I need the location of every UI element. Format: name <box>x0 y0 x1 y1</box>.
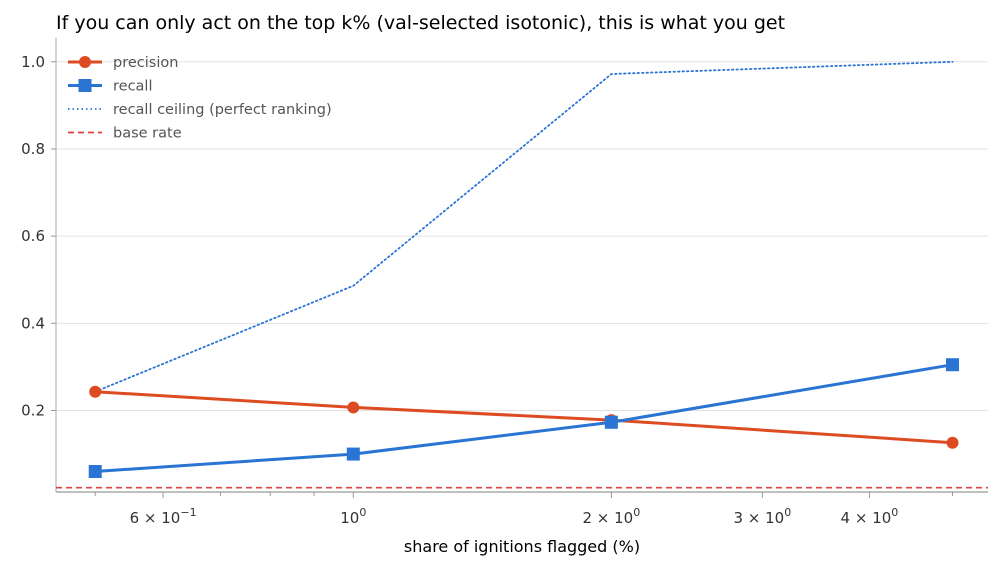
legend-label: recall <box>113 79 152 95</box>
recall-point <box>604 415 618 429</box>
x-tick-label: 6 × 10−1 <box>130 506 197 527</box>
legend-label: base rate <box>113 126 182 142</box>
recall-point <box>88 465 102 479</box>
y-tick-label: 0.8 <box>21 140 45 158</box>
recall-point <box>946 358 960 372</box>
legend-marker <box>78 79 92 92</box>
legend-marker <box>79 56 91 68</box>
precision-point <box>347 401 360 414</box>
y-tick-label: 0.4 <box>21 314 45 332</box>
x-tick-label: 100 <box>340 506 366 527</box>
axes: 1.0 0.8 0.6 0.4 0.2 6 × 10−1 100 2 × 100 3 × 100… <box>21 38 988 527</box>
legend-label: precision <box>113 55 178 71</box>
y-tick-label: 0.2 <box>21 401 45 419</box>
x-tick-label: 4 × 100 <box>841 506 899 527</box>
chart-title: If you can only act on the top k% (val-s… <box>56 12 785 34</box>
series-line-precision <box>95 390 953 445</box>
legend: precision recall recall ceiling (perfect r… <box>68 55 332 142</box>
precision-point <box>946 436 959 449</box>
y-tick-label: 1.0 <box>21 53 45 71</box>
x-tick-label: 3 × 100 <box>733 506 791 527</box>
series-line-recall-ceiling <box>94 60 954 393</box>
recall-point <box>346 447 360 461</box>
y-tick-label: 0.6 <box>21 227 45 245</box>
precision-point <box>89 385 102 398</box>
series-layer <box>56 60 988 489</box>
series-line-recall <box>95 363 953 473</box>
grid <box>56 61 988 411</box>
legend-label: recall ceiling (perfect ranking) <box>113 102 332 118</box>
x-axis-label: share of ignitions flagged (%) <box>404 537 640 556</box>
x-tick-label: 2 × 100 <box>582 506 640 527</box>
